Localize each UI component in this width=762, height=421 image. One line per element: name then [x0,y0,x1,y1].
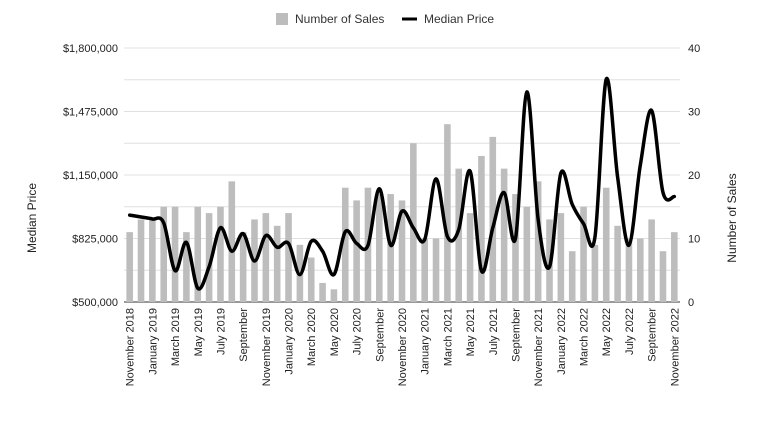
right-axis-ticks: 40 30 20 10 0 [688,43,700,309]
right-tick-label: 0 [688,297,694,309]
legend: Number of Sales Median Price [276,12,494,26]
bar-apr-2020 [319,282,326,302]
x-tick-label: September [374,308,386,362]
bar-dec-2018 [137,219,145,302]
bar-may-2020 [330,289,338,302]
right-tick-label: 40 [688,43,700,55]
bar-jan-2019 [149,219,156,302]
x-tick-label: July 2019 [215,308,227,355]
bar-nov-2022 [671,232,678,302]
bar-may-2022 [602,187,610,302]
right-tick-label: 30 [688,107,700,119]
bar-jul-2019 [217,206,224,302]
x-tick-label: July 2020 [352,308,364,355]
right-axis-title: Number of Sales [725,173,739,262]
x-tick-label: January 2019 [147,308,159,375]
bar-feb-2021 [432,238,440,302]
bar-jun-2021 [478,155,485,302]
bar-apr-2021 [455,168,463,302]
bar-jan-2022 [557,213,565,302]
bar-feb-2019 [160,206,168,302]
bar-sep-2022 [648,219,655,302]
bar-dec-2020 [410,143,417,302]
x-tick-label: May 2020 [329,308,341,356]
x-tick-label: May 2019 [193,308,205,356]
x-tick-label: July 2021 [488,308,500,355]
x-tick-label: May 2022 [601,308,613,356]
bar-mar-2021 [444,124,451,302]
x-tick-label: November 2020 [397,308,409,386]
legend-label-number-of-sales: Number of Sales [295,12,384,26]
bar-nov-2021 [534,181,542,302]
bar-jul-2022 [625,238,633,302]
legend-swatch-number-of-sales [276,13,288,25]
x-tick-label: September [647,308,659,362]
bar-sep-2019 [239,232,247,302]
bar-jul-2020 [353,200,360,302]
bar-sep-2020 [376,194,383,302]
x-tick-label: January 2020 [284,308,296,375]
bar-oct-2021 [523,206,531,302]
left-axis-title: Median Price [25,183,39,253]
bar-dec-2019 [273,225,281,302]
bar-jan-2021 [421,238,428,302]
right-tick-label: 10 [688,234,700,246]
x-tick-label: March 2022 [579,308,591,366]
x-tick-label: November 2019 [261,308,273,386]
x-tick-label: May 2021 [465,308,477,356]
x-tick-label: September [238,308,250,362]
bar-mar-2020 [307,257,315,302]
bar-jul-2021 [489,136,497,302]
bar-apr-2019 [183,232,190,302]
x-tick-label: March 2019 [170,308,182,366]
left-tick-label: $1,800,000 [63,43,118,55]
left-axis-ticks: $1,800,000 $1,475,000 $1,150,000 $825,000 $5… [63,43,118,309]
bar-apr-2022 [591,244,599,302]
x-tick-label: March 2020 [306,308,318,366]
bar-feb-2022 [568,251,576,302]
bar-oct-2020 [387,194,394,302]
x-tick-label: January 2022 [556,308,568,375]
bar-aug-2019 [228,181,236,302]
x-tick-label: November 2018 [125,308,137,386]
x-tick-label: March 2021 [442,308,454,366]
left-tick-label: $500,000 [72,297,118,309]
bar-aug-2021 [500,168,508,302]
bar-jun-2020 [341,187,349,302]
bar-sep-2021 [512,194,519,302]
bar-oct-2022 [659,251,667,302]
legend-label-median-price: Median Price [424,12,494,26]
bar-may-2021 [466,213,474,302]
bar-nov-2019 [262,213,270,302]
bar-jun-2022 [614,225,621,302]
right-tick-label: 20 [688,170,700,182]
left-tick-label: $1,475,000 [63,107,118,119]
bar-mar-2019 [171,206,179,302]
left-tick-label: $825,000 [72,234,118,246]
bar-jan-2020 [285,213,292,302]
x-tick-label: January 2021 [420,308,432,375]
bar-nov-2020 [398,200,406,302]
x-tick-label: November 2021 [533,308,545,386]
x-tick-label: November 2022 [669,308,681,386]
line-series-median-price [127,76,677,291]
x-axis-ticks: November 2018 January 2019 March 2019 May 2… [125,308,682,387]
x-tick-label: July 2022 [624,308,636,355]
bar-jun-2019 [205,213,213,302]
x-tick-label: September [511,308,523,362]
bar-nov-2018 [126,232,133,302]
bar-may-2019 [194,206,202,302]
bar-mar-2022 [580,206,587,302]
bar-aug-2022 [636,238,644,302]
left-tick-label: $1,150,000 [63,170,118,182]
